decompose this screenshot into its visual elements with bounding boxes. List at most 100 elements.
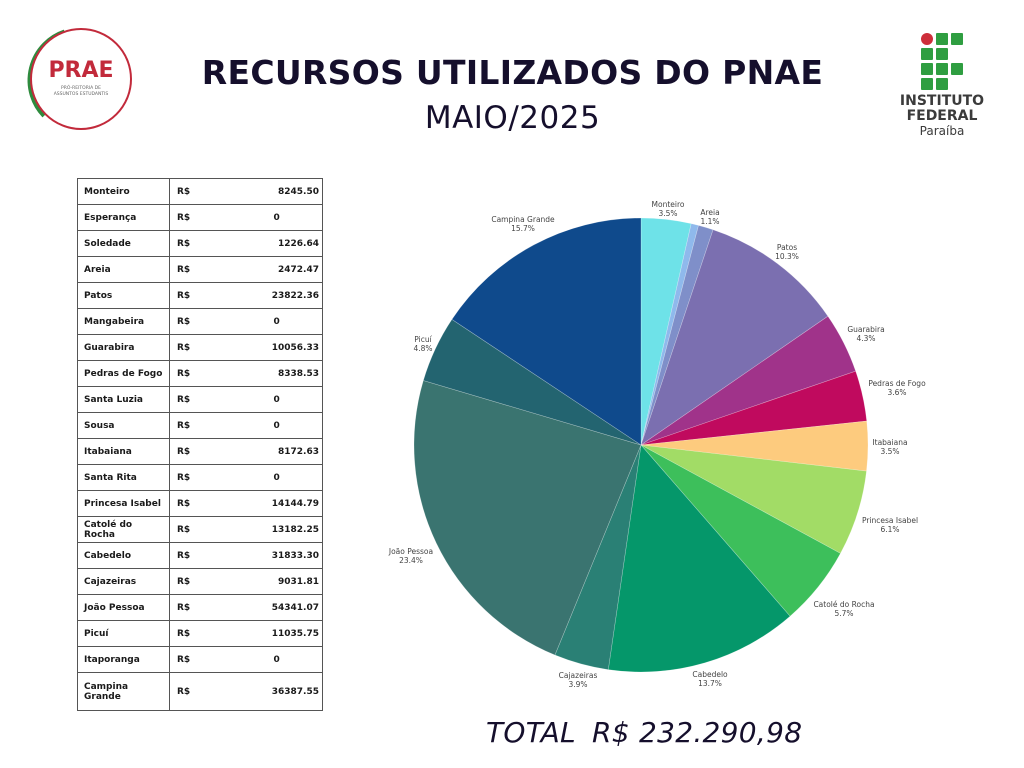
pie-slice-campina-grande (451, 217, 642, 446)
svg-text:Guarabira: Guarabira (847, 325, 884, 334)
pie-slice-guarabira (640, 315, 857, 446)
currency-symbol: R$ (169, 594, 200, 621)
svg-text:Itabaiana: Itabaiana (872, 438, 907, 447)
currency-symbol: R$ (169, 282, 200, 309)
currency-symbol: R$ (169, 412, 200, 439)
svg-text:Pedras de Fogo: Pedras de Fogo (868, 379, 926, 388)
svg-text:13.7%: 13.7% (698, 679, 722, 688)
svg-text:ASSUNTOS ESTUDANTIS: ASSUNTOS ESTUDANTIS (54, 91, 109, 97)
pie-slice-jo-o-pessoa (413, 380, 642, 656)
svg-text:PRAE: PRAE (48, 58, 113, 83)
currency-symbol: R$ (169, 490, 200, 517)
pie-slice-cajazeiras (554, 444, 642, 670)
pie-slice-areia (640, 225, 714, 446)
svg-text:3.9%: 3.9% (568, 680, 587, 689)
campus-value: 13182.25 (199, 516, 323, 543)
campus-name: Monteiro (77, 178, 170, 205)
if-logo-line2: FEDERAL (906, 108, 978, 124)
campus-value: 14144.79 (199, 490, 323, 517)
currency-symbol: R$ (169, 542, 200, 569)
campus-values-table: Monteiro R$ 8245.50 Esperança R$ 0 Soledade R$ 1… (77, 178, 323, 711)
table-row: Catolé do Rocha R$ 13182.25 (77, 516, 323, 543)
table-row: Sousa R$ 0 (77, 412, 323, 439)
if-logo-line3: Paraíba (919, 124, 965, 138)
svg-text:4.8%: 4.8% (413, 344, 432, 353)
svg-text:3.5%: 3.5% (658, 209, 677, 218)
campus-value: 36387.55 (199, 672, 323, 711)
table-row: Itaporanga R$ 0 (77, 646, 323, 673)
campus-value: 0 (199, 412, 323, 439)
currency-symbol: R$ (169, 646, 200, 673)
campus-name: Santa Luzia (77, 386, 170, 413)
prae-logo: PRAE PRÓ-REITORIA DE ASSUNTOS ESTUDANTIS (25, 25, 133, 133)
svg-text:Princesa Isabel: Princesa Isabel (862, 516, 918, 525)
svg-text:PRÓ-REITORIA DE: PRÓ-REITORIA DE (61, 84, 101, 91)
currency-symbol: R$ (169, 334, 200, 361)
table-row: Esperança R$ 0 (77, 204, 323, 231)
campus-value: 0 (199, 464, 323, 491)
svg-text:Monteiro: Monteiro (652, 200, 685, 209)
table-row: Monteiro R$ 8245.50 (77, 178, 323, 205)
pie-slice-patos (640, 229, 829, 446)
svg-text:4.3%: 4.3% (856, 334, 875, 343)
campus-value: 8338.53 (199, 360, 323, 387)
svg-text:3.6%: 3.6% (887, 388, 906, 397)
pie-slice-princesa-isabel (640, 444, 867, 554)
total-amount: TOTAL R$ 232.290,98 (486, 716, 802, 749)
svg-text:Patos: Patos (777, 243, 797, 252)
currency-symbol: R$ (169, 178, 200, 205)
svg-text:Cabedelo: Cabedelo (692, 670, 728, 679)
campus-name: Cajazeiras (77, 568, 170, 595)
campus-name: Guarabira (77, 334, 170, 361)
campus-name: Catolé do Rocha (77, 516, 170, 543)
currency-symbol: R$ (169, 672, 200, 711)
pie-slice-soledade (640, 223, 699, 446)
svg-text:23.4%: 23.4% (399, 556, 423, 565)
pie-slice-monteiro (640, 217, 692, 446)
campus-name: Campina Grande (77, 672, 170, 711)
campus-name: Areia (77, 256, 170, 283)
campus-value: 0 (199, 308, 323, 335)
campus-name: Pedras de Fogo (77, 360, 170, 387)
if-grid-icon (921, 33, 963, 90)
pie-slice-cabedelo (607, 444, 791, 673)
currency-symbol: R$ (169, 230, 200, 257)
currency-symbol: R$ (169, 204, 200, 231)
svg-text:Catolé do Rocha: Catolé do Rocha (813, 600, 874, 609)
svg-text:5.7%: 5.7% (834, 609, 853, 618)
svg-text:15.7%: 15.7% (511, 224, 535, 233)
pie-slice-itabaiana (640, 420, 869, 472)
currency-symbol: R$ (169, 620, 200, 647)
pie-slice-catol-do-rocha (640, 444, 841, 617)
campus-value: 23822.36 (199, 282, 323, 309)
if-logo-line1: INSTITUTO (899, 93, 985, 109)
table-row: Patos R$ 23822.36 (77, 282, 323, 309)
total-value: R$ 232.290,98 (591, 716, 803, 749)
page-subtitle: MAIO/2025 (424, 100, 601, 136)
page-title: RECURSOS UTILIZADOS DO PNAE (201, 53, 824, 92)
table-row: Campina Grande R$ 36387.55 (77, 672, 323, 711)
table-row: Areia R$ 2472.47 (77, 256, 323, 283)
svg-text:6.1%: 6.1% (880, 525, 899, 534)
svg-text:10.3%: 10.3% (775, 252, 799, 261)
instituto-federal-logo: INSTITUTO FEDERAL Paraíba (896, 33, 992, 143)
svg-text:Campina Grande: Campina Grande (491, 215, 555, 224)
total-label: TOTAL (486, 716, 576, 749)
campus-value: 0 (199, 646, 323, 673)
pie-slice-picu- (422, 318, 642, 446)
table-row: Mangabeira R$ 0 (77, 308, 323, 335)
